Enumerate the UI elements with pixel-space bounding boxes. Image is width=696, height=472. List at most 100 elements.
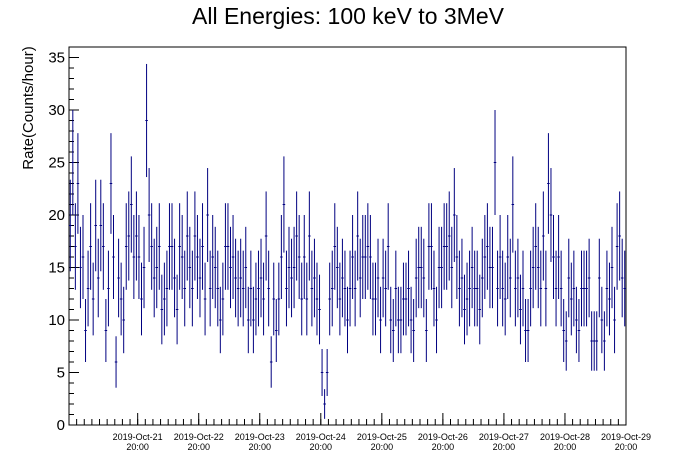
data-point (590, 311, 593, 370)
data-point (74, 203, 77, 290)
data-point (578, 299, 581, 362)
data-point (252, 287, 255, 353)
data-point (601, 287, 604, 353)
data-point (244, 227, 247, 308)
data-point (438, 227, 441, 308)
data-point (173, 239, 176, 318)
data-point (127, 191, 130, 280)
data-point (580, 251, 583, 327)
x-tick-label-time: 20:00 (432, 442, 455, 452)
data-point (229, 227, 232, 308)
data-point (92, 263, 95, 336)
data-point (346, 287, 349, 353)
data-point (219, 287, 222, 353)
data-point (608, 263, 611, 336)
data-point (138, 215, 141, 299)
data-point (239, 239, 242, 318)
y-axis: 0 5 10 15 20 25 30 35 (48, 47, 79, 434)
data-point (79, 227, 82, 308)
data-point (94, 180, 97, 272)
data-point (328, 263, 331, 336)
data-point (199, 239, 202, 318)
x-axis: 2019-Oct-2120:002019-Oct-2220:002019-Oct… (69, 413, 651, 452)
data-point (206, 168, 209, 262)
data-point (82, 215, 85, 299)
data-point (102, 203, 105, 290)
data-point (364, 215, 367, 299)
data-point (606, 251, 609, 327)
x-tick-label-date: 2019-Oct-23 (235, 432, 285, 442)
data-point (415, 239, 418, 318)
data-point (374, 263, 377, 336)
data-point (130, 156, 133, 252)
data-point (583, 251, 586, 327)
y-tick-label: 10 (48, 312, 65, 329)
data-point (84, 299, 87, 362)
data-point (201, 203, 204, 290)
data-point (344, 251, 347, 327)
data-point (565, 311, 568, 370)
x-tick-label-date: 2019-Oct-29 (601, 432, 651, 442)
data-point (532, 227, 535, 308)
x-tick-label-time: 20:00 (615, 442, 638, 452)
data-point (209, 251, 212, 327)
data-series (69, 64, 626, 419)
data-point (395, 251, 398, 327)
y-tick-label: 35 (48, 50, 65, 67)
data-point (377, 239, 380, 318)
data-point (361, 215, 364, 299)
data-point (183, 251, 186, 327)
data-point (133, 215, 136, 299)
data-point (191, 251, 194, 327)
data-point (484, 215, 487, 299)
data-point (313, 239, 316, 318)
data-point (379, 287, 382, 353)
data-point (468, 251, 471, 327)
data-point (562, 299, 565, 362)
y-axis-label: Rate(Counts/hour) (20, 46, 37, 169)
x-tick-label-date: 2019-Oct-21 (113, 432, 163, 442)
data-point (105, 299, 108, 362)
data-point (537, 227, 540, 308)
data-point (557, 215, 560, 299)
data-point (117, 239, 120, 318)
data-point (545, 251, 548, 327)
data-point (100, 180, 103, 272)
data-point (336, 227, 339, 308)
data-point (529, 251, 532, 327)
data-point (397, 287, 400, 353)
data-point (186, 191, 189, 280)
data-point (400, 287, 403, 353)
data-point (573, 251, 576, 327)
data-point (369, 215, 372, 299)
data-point (107, 251, 110, 327)
data-point (542, 191, 545, 280)
chart: All Energies: 100 keV to 3MeV Rate(Count… (0, 0, 696, 472)
data-point (552, 215, 555, 299)
data-point (237, 251, 240, 327)
data-point (148, 168, 151, 262)
data-point (178, 203, 181, 290)
x-tick-label-time: 20:00 (126, 442, 149, 452)
data-point (283, 156, 286, 252)
data-point (412, 299, 415, 362)
x-tick-label-time: 20:00 (493, 442, 516, 452)
data-point (359, 239, 362, 318)
data-point (227, 203, 230, 290)
data-point (288, 227, 291, 308)
data-point (145, 64, 148, 177)
data-point (430, 203, 433, 290)
data-point (512, 156, 515, 252)
data-point (77, 133, 80, 234)
data-point (466, 263, 469, 336)
data-point (222, 263, 225, 336)
data-point (285, 251, 288, 327)
data-point (300, 263, 303, 336)
data-point (321, 349, 324, 396)
data-point (155, 227, 158, 308)
data-point (204, 263, 207, 336)
data-point (621, 239, 624, 318)
data-point (540, 251, 543, 327)
data-point (290, 239, 293, 318)
data-point (318, 275, 321, 345)
